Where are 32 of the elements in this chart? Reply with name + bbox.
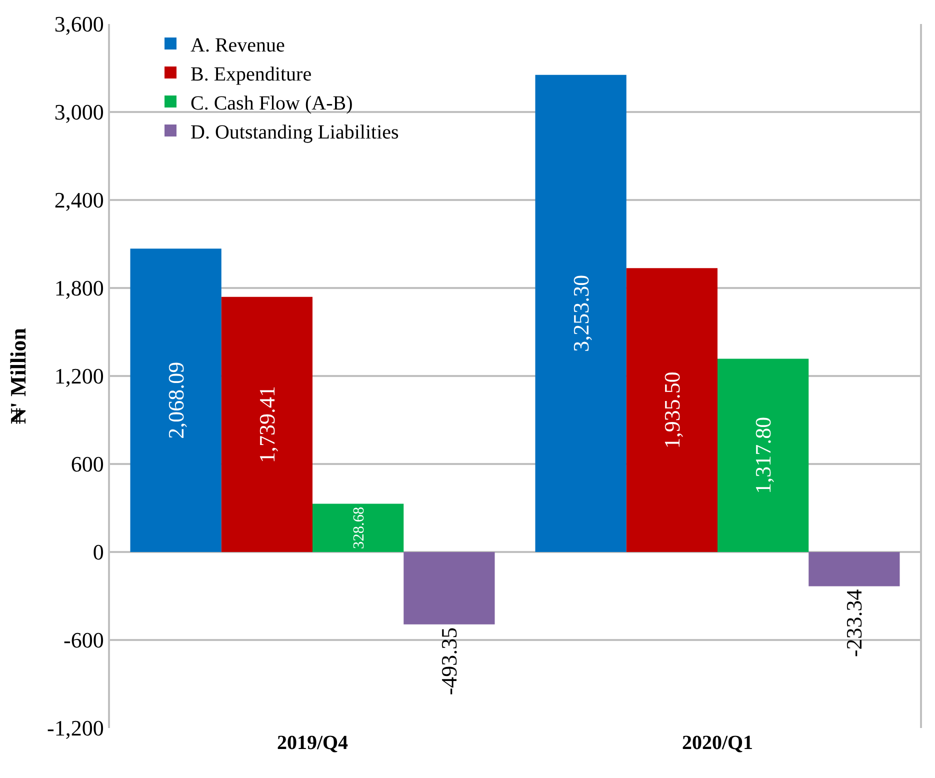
- data-label: 1,935.50: [659, 372, 684, 449]
- y-tick-label: 3,600: [54, 12, 104, 37]
- bar: [130, 248, 222, 552]
- y-tick-label: -600: [64, 628, 104, 653]
- bar: [312, 504, 404, 552]
- bar: [718, 358, 809, 552]
- bar: [221, 296, 312, 552]
- data-label: 3,253.30: [568, 274, 594, 352]
- y-tick-label: 0: [92, 540, 104, 565]
- bar: [404, 552, 495, 624]
- legend-label: D. Outstanding Liabilities: [190, 121, 400, 144]
- y-tick-label: 3,000: [54, 100, 104, 125]
- legend-label: A. Revenue: [190, 34, 286, 56]
- data-label: 328.68: [350, 506, 368, 549]
- data-label: 1,739.41: [254, 386, 280, 463]
- bar: [808, 552, 900, 586]
- x-tick-label: 2020/Q1: [682, 732, 754, 754]
- y-tick-label: 1,200: [54, 364, 104, 389]
- legend-label: C. Cash Flow (A-B): [190, 92, 353, 114]
- y-tick-label: 600: [70, 452, 104, 477]
- bar: [535, 74, 626, 552]
- x-tick-label: 2019/Q4: [276, 732, 348, 754]
- data-label: -233.34: [842, 589, 867, 658]
- y-tick-label: -1,200: [47, 716, 104, 741]
- bar: [626, 268, 718, 552]
- y-tick-label: 1,800: [54, 276, 104, 301]
- legend-label: B. Expenditure: [190, 63, 312, 86]
- data-label: 1,317.80: [750, 416, 776, 494]
- y-axis-title: ₦' Million: [5, 328, 30, 424]
- data-label: -493.35: [436, 627, 462, 696]
- data-label: 2,068.09: [163, 362, 188, 439]
- y-tick-label: 2,400: [54, 188, 104, 213]
